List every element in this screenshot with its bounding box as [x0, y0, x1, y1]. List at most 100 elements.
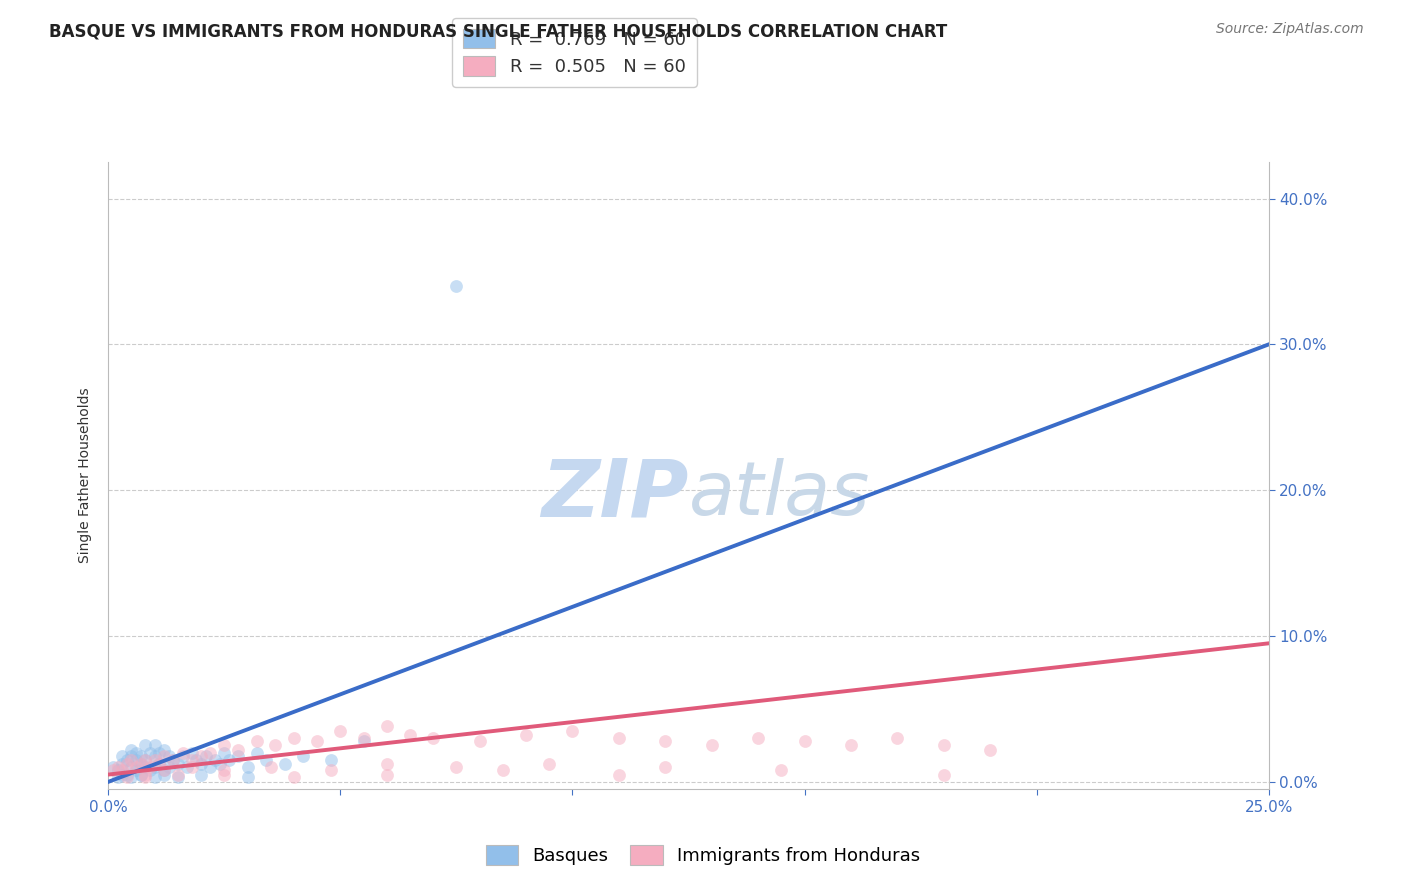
Point	[120, 771, 142, 785]
Point	[115, 753, 138, 767]
Point	[167, 767, 190, 781]
Point	[329, 723, 352, 738]
Point	[134, 760, 156, 774]
Point	[101, 763, 124, 777]
Point	[399, 728, 422, 742]
Point	[134, 739, 156, 753]
Point	[134, 753, 156, 767]
Point	[747, 731, 769, 745]
Point	[153, 748, 176, 763]
Point	[129, 757, 152, 772]
Point	[167, 771, 190, 785]
Text: atlas: atlas	[689, 458, 870, 531]
Point	[143, 748, 166, 763]
Point	[167, 757, 190, 772]
Legend: R =  0.769   N = 60, R =  0.505   N = 60: R = 0.769 N = 60, R = 0.505 N = 60	[451, 18, 696, 87]
Point	[125, 763, 148, 777]
Point	[120, 748, 142, 763]
Point	[120, 743, 142, 757]
Point	[236, 771, 259, 785]
Point	[236, 760, 259, 774]
Point	[246, 746, 269, 760]
Point	[180, 746, 202, 760]
Point	[190, 757, 212, 772]
Point	[319, 763, 342, 777]
Point	[886, 731, 908, 745]
Point	[125, 760, 148, 774]
Point	[446, 279, 468, 293]
Point	[111, 757, 134, 772]
Point	[190, 767, 212, 781]
Point	[153, 763, 176, 777]
Point	[129, 767, 152, 781]
Point	[129, 767, 152, 781]
Point	[125, 753, 148, 767]
Point	[214, 767, 236, 781]
Point	[292, 748, 315, 763]
Point	[148, 757, 170, 772]
Point	[115, 767, 138, 781]
Point	[153, 743, 176, 757]
Legend: Basques, Immigrants from Honduras: Basques, Immigrants from Honduras	[477, 836, 929, 874]
Text: BASQUE VS IMMIGRANTS FROM HONDURAS SINGLE FATHER HOUSEHOLDS CORRELATION CHART: BASQUE VS IMMIGRANTS FROM HONDURAS SINGL…	[49, 22, 948, 40]
Point	[654, 734, 676, 748]
Point	[129, 757, 152, 772]
Point	[186, 753, 208, 767]
Point	[226, 743, 249, 757]
Point	[194, 748, 217, 763]
Point	[143, 753, 166, 767]
Point	[139, 763, 162, 777]
Point	[839, 739, 862, 753]
Point	[932, 767, 955, 781]
Point	[446, 760, 468, 774]
Point	[134, 771, 156, 785]
Point	[134, 767, 156, 781]
Point	[607, 731, 630, 745]
Point	[492, 763, 515, 777]
Point	[307, 734, 329, 748]
Point	[129, 748, 152, 763]
Point	[515, 728, 537, 742]
Point	[120, 753, 142, 767]
Point	[162, 753, 184, 767]
Point	[143, 739, 166, 753]
Point	[979, 743, 1001, 757]
Point	[214, 763, 236, 777]
Point	[107, 760, 129, 774]
Point	[157, 760, 180, 774]
Text: Source: ZipAtlas.com: Source: ZipAtlas.com	[1216, 22, 1364, 37]
Point	[422, 731, 444, 745]
Point	[176, 760, 198, 774]
Point	[218, 753, 240, 767]
Point	[143, 760, 166, 774]
Point	[246, 734, 269, 748]
Point	[283, 731, 305, 745]
Point	[226, 748, 249, 763]
Point	[700, 739, 723, 753]
Point	[111, 748, 134, 763]
Point	[264, 739, 287, 753]
Y-axis label: Single Father Households: Single Father Households	[79, 388, 93, 564]
Text: ZIP: ZIP	[541, 456, 689, 533]
Point	[162, 753, 184, 767]
Point	[143, 771, 166, 785]
Point	[107, 763, 129, 777]
Point	[115, 757, 138, 772]
Point	[172, 746, 194, 760]
Point	[214, 739, 236, 753]
Point	[180, 753, 202, 767]
Point	[139, 760, 162, 774]
Point	[120, 760, 142, 774]
Point	[375, 719, 398, 733]
Point	[214, 746, 236, 760]
Point	[375, 767, 398, 781]
Point	[654, 760, 676, 774]
Point	[468, 734, 491, 748]
Point	[283, 771, 305, 785]
Point	[319, 753, 342, 767]
Point	[538, 757, 561, 772]
Point	[153, 763, 176, 777]
Point	[353, 734, 375, 748]
Point	[148, 757, 170, 772]
Point	[148, 746, 170, 760]
